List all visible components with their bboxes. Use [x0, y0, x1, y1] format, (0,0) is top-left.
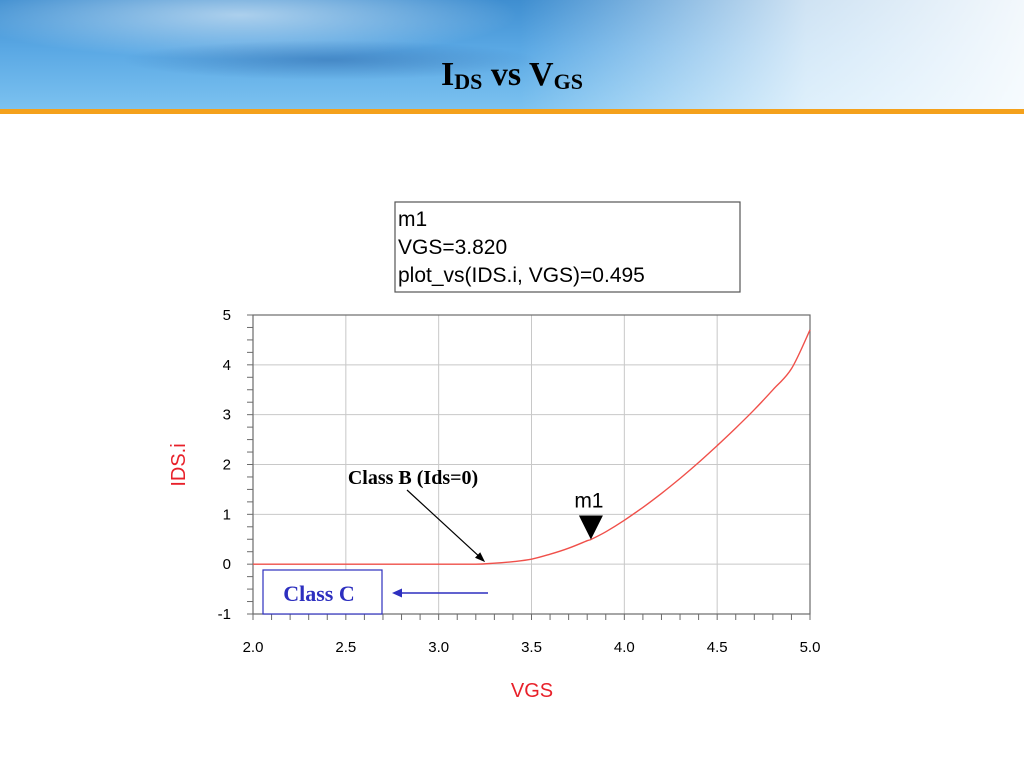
y-tick-labels: -1 0 1 2 3 4 5: [218, 307, 231, 623]
y-tick-label: 5: [223, 307, 231, 324]
banner-highlight: [520, 0, 1024, 110]
series-line: [253, 329, 811, 565]
x-tick-labels: 2.0 2.5 3.0 3.5 4.0 4.5 5.0: [243, 639, 821, 656]
minor-ticks: [247, 314, 811, 620]
x-tick-label: 4.0: [614, 639, 635, 656]
x-tick-label: 4.5: [707, 639, 728, 656]
x-tick-label: 2.0: [243, 639, 264, 656]
x-tick-label: 3.5: [521, 639, 542, 656]
x-tick-label: 5.0: [800, 639, 821, 656]
y-axis-title: IDS.i: [168, 443, 190, 486]
class-b-arrow: [406, 489, 482, 559]
readout-line-2: VGS=3.820: [398, 236, 507, 259]
header-banner: [0, 0, 1024, 110]
title-sub-gs: GS: [553, 69, 583, 94]
x-tick-label: 2.5: [335, 639, 356, 656]
title-vs-v: vs V: [482, 56, 554, 93]
y-tick-label: 1: [223, 506, 231, 523]
x-tick-label: 3.0: [428, 639, 449, 656]
banner-shadow: [120, 40, 540, 80]
slide-title: IDS vs VGS: [0, 58, 1024, 93]
y-tick-label: 4: [223, 357, 231, 374]
class-b-label: Class B (Ids=0): [348, 467, 478, 489]
class-c-arrowhead: [392, 588, 402, 598]
x-axis-title: VGS: [511, 680, 553, 702]
class-c-label: Class C: [283, 581, 355, 606]
marker-readout: m1 VGS=3.820 plot_vs(IDS.i, VGS)=0.495: [394, 201, 741, 293]
marker-triangle: [578, 515, 603, 540]
marker-label: m1: [574, 489, 603, 512]
class-c-box: [262, 569, 383, 615]
title-sub-ds: DS: [454, 69, 483, 94]
marker-readout-box: [394, 201, 741, 293]
y-tick-label: -1: [218, 606, 231, 623]
class-b-arrowhead: [475, 552, 486, 563]
readout-line-1: m1: [398, 208, 427, 231]
marker-m1: m1: [574, 489, 604, 540]
readout-line-3: plot_vs(IDS.i, VGS)=0.495: [398, 264, 645, 287]
grid: [252, 314, 811, 615]
y-tick-label: 0: [223, 556, 231, 573]
title-i: I: [441, 56, 455, 93]
y-tick-label: 2: [223, 457, 231, 474]
y-tick-label: 3: [223, 407, 231, 424]
title-underline: [0, 109, 1024, 114]
plot-frame: [252, 314, 811, 615]
